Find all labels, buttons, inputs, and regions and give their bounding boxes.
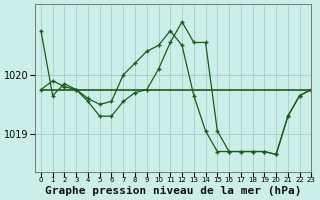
X-axis label: Graphe pression niveau de la mer (hPa): Graphe pression niveau de la mer (hPa) — [45, 186, 301, 196]
